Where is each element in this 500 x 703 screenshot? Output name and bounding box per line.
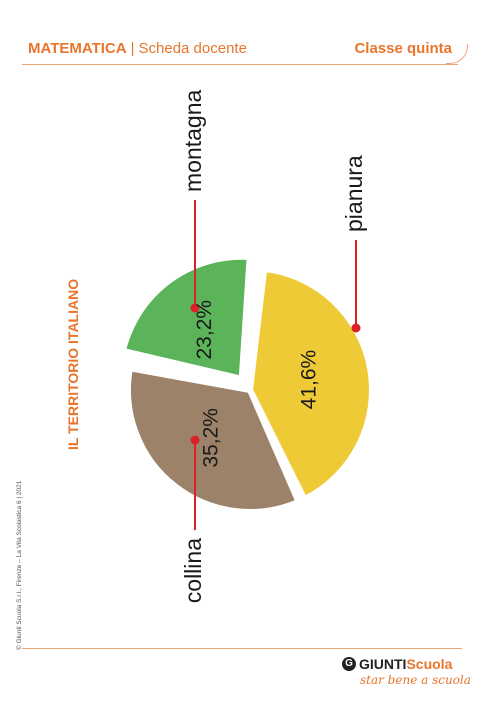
subject-label: MATEMATICA [28,40,127,57]
pie-slices [119,253,375,515]
sheet-type-label: Scheda docente [138,40,247,57]
pointer-dot-montagna [190,303,200,313]
header-left: MATEMATICA | Scheda docente [28,40,247,57]
pie-pointers [190,200,361,530]
pie-labels: 35,2% 23,2% 41,6% montagna pianura collina [180,89,367,603]
pie-value-label-montagna: 35,2% [200,408,223,468]
category-label-pianura: pianura [341,155,367,232]
publisher-logo: G GIUNTI Scuola star bene a scuola [342,656,482,696]
logo-tagline: star bene a scuola [360,673,471,687]
header-rule [22,64,458,65]
logo-wordmark: G GIUNTI Scuola [342,656,482,672]
pie-value-label-collina: 41,6% [298,350,321,410]
category-label-collina: collina [180,538,206,603]
pointer-dot-pianura [351,323,361,333]
footer-rule [22,648,462,649]
class-label: Classe quinta [354,40,452,57]
pie-slice-collina [247,265,375,503]
giunti-g-icon: G [342,657,356,671]
logo-brand-suffix: Scuola [406,656,453,672]
page-header: MATEMATICA | Scheda docente Classe quinta [0,0,500,80]
category-label-montagna: montagna [180,89,206,192]
pie-slice-pianura [119,253,253,382]
pie-value-label-pianura: 23,2% [193,300,216,360]
logo-brand: GIUNTI [359,656,407,672]
pointer-dot-collina [190,435,200,445]
header-separator: | [130,40,135,57]
